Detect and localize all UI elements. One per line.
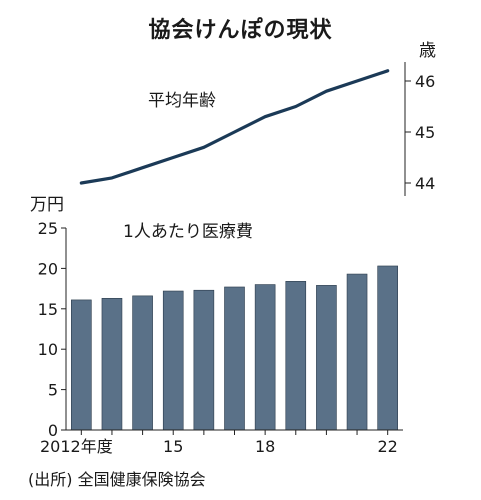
bar-y-tick-label: 25: [38, 219, 58, 238]
bar-series-label: 1人あたり医療費: [123, 222, 253, 242]
bar-y-tick-label: 0: [48, 421, 58, 440]
bar-x-tick-label: 2012年度: [40, 437, 113, 456]
bar-x-tick-label: 15: [163, 437, 183, 456]
chart-title: 協会けんぽの現状: [148, 18, 333, 43]
bar-y-tick-label: 10: [38, 340, 58, 359]
bar: [162, 290, 184, 431]
source-note: (出所) 全国健康保険協会: [28, 470, 206, 489]
bar-x-tick-label: 18: [255, 437, 275, 456]
bar: [224, 286, 245, 431]
bar-y-tick-label: 20: [38, 259, 58, 278]
bar-unit-label: 万円: [30, 195, 64, 215]
line-y-tick-label: 44: [415, 174, 435, 193]
line-series: [79, 69, 390, 185]
bar: [132, 295, 153, 431]
bar: [285, 281, 307, 431]
bar: [316, 285, 337, 431]
bar: [377, 265, 398, 431]
line-series-label: 平均年齢: [148, 91, 216, 111]
bar-y-tick-label: 15: [38, 300, 58, 319]
bar: [71, 299, 92, 431]
bar-y-tick-label: 5: [48, 381, 58, 400]
bar: [193, 289, 215, 431]
bar: [346, 273, 368, 431]
bar-x-tick-label: 22: [378, 437, 398, 456]
bar: [101, 297, 123, 431]
line-unit-label: 歳: [419, 41, 436, 61]
bar: [254, 284, 276, 431]
line-y-tick-label: 46: [415, 72, 435, 91]
line-y-tick-label: 45: [415, 123, 435, 142]
